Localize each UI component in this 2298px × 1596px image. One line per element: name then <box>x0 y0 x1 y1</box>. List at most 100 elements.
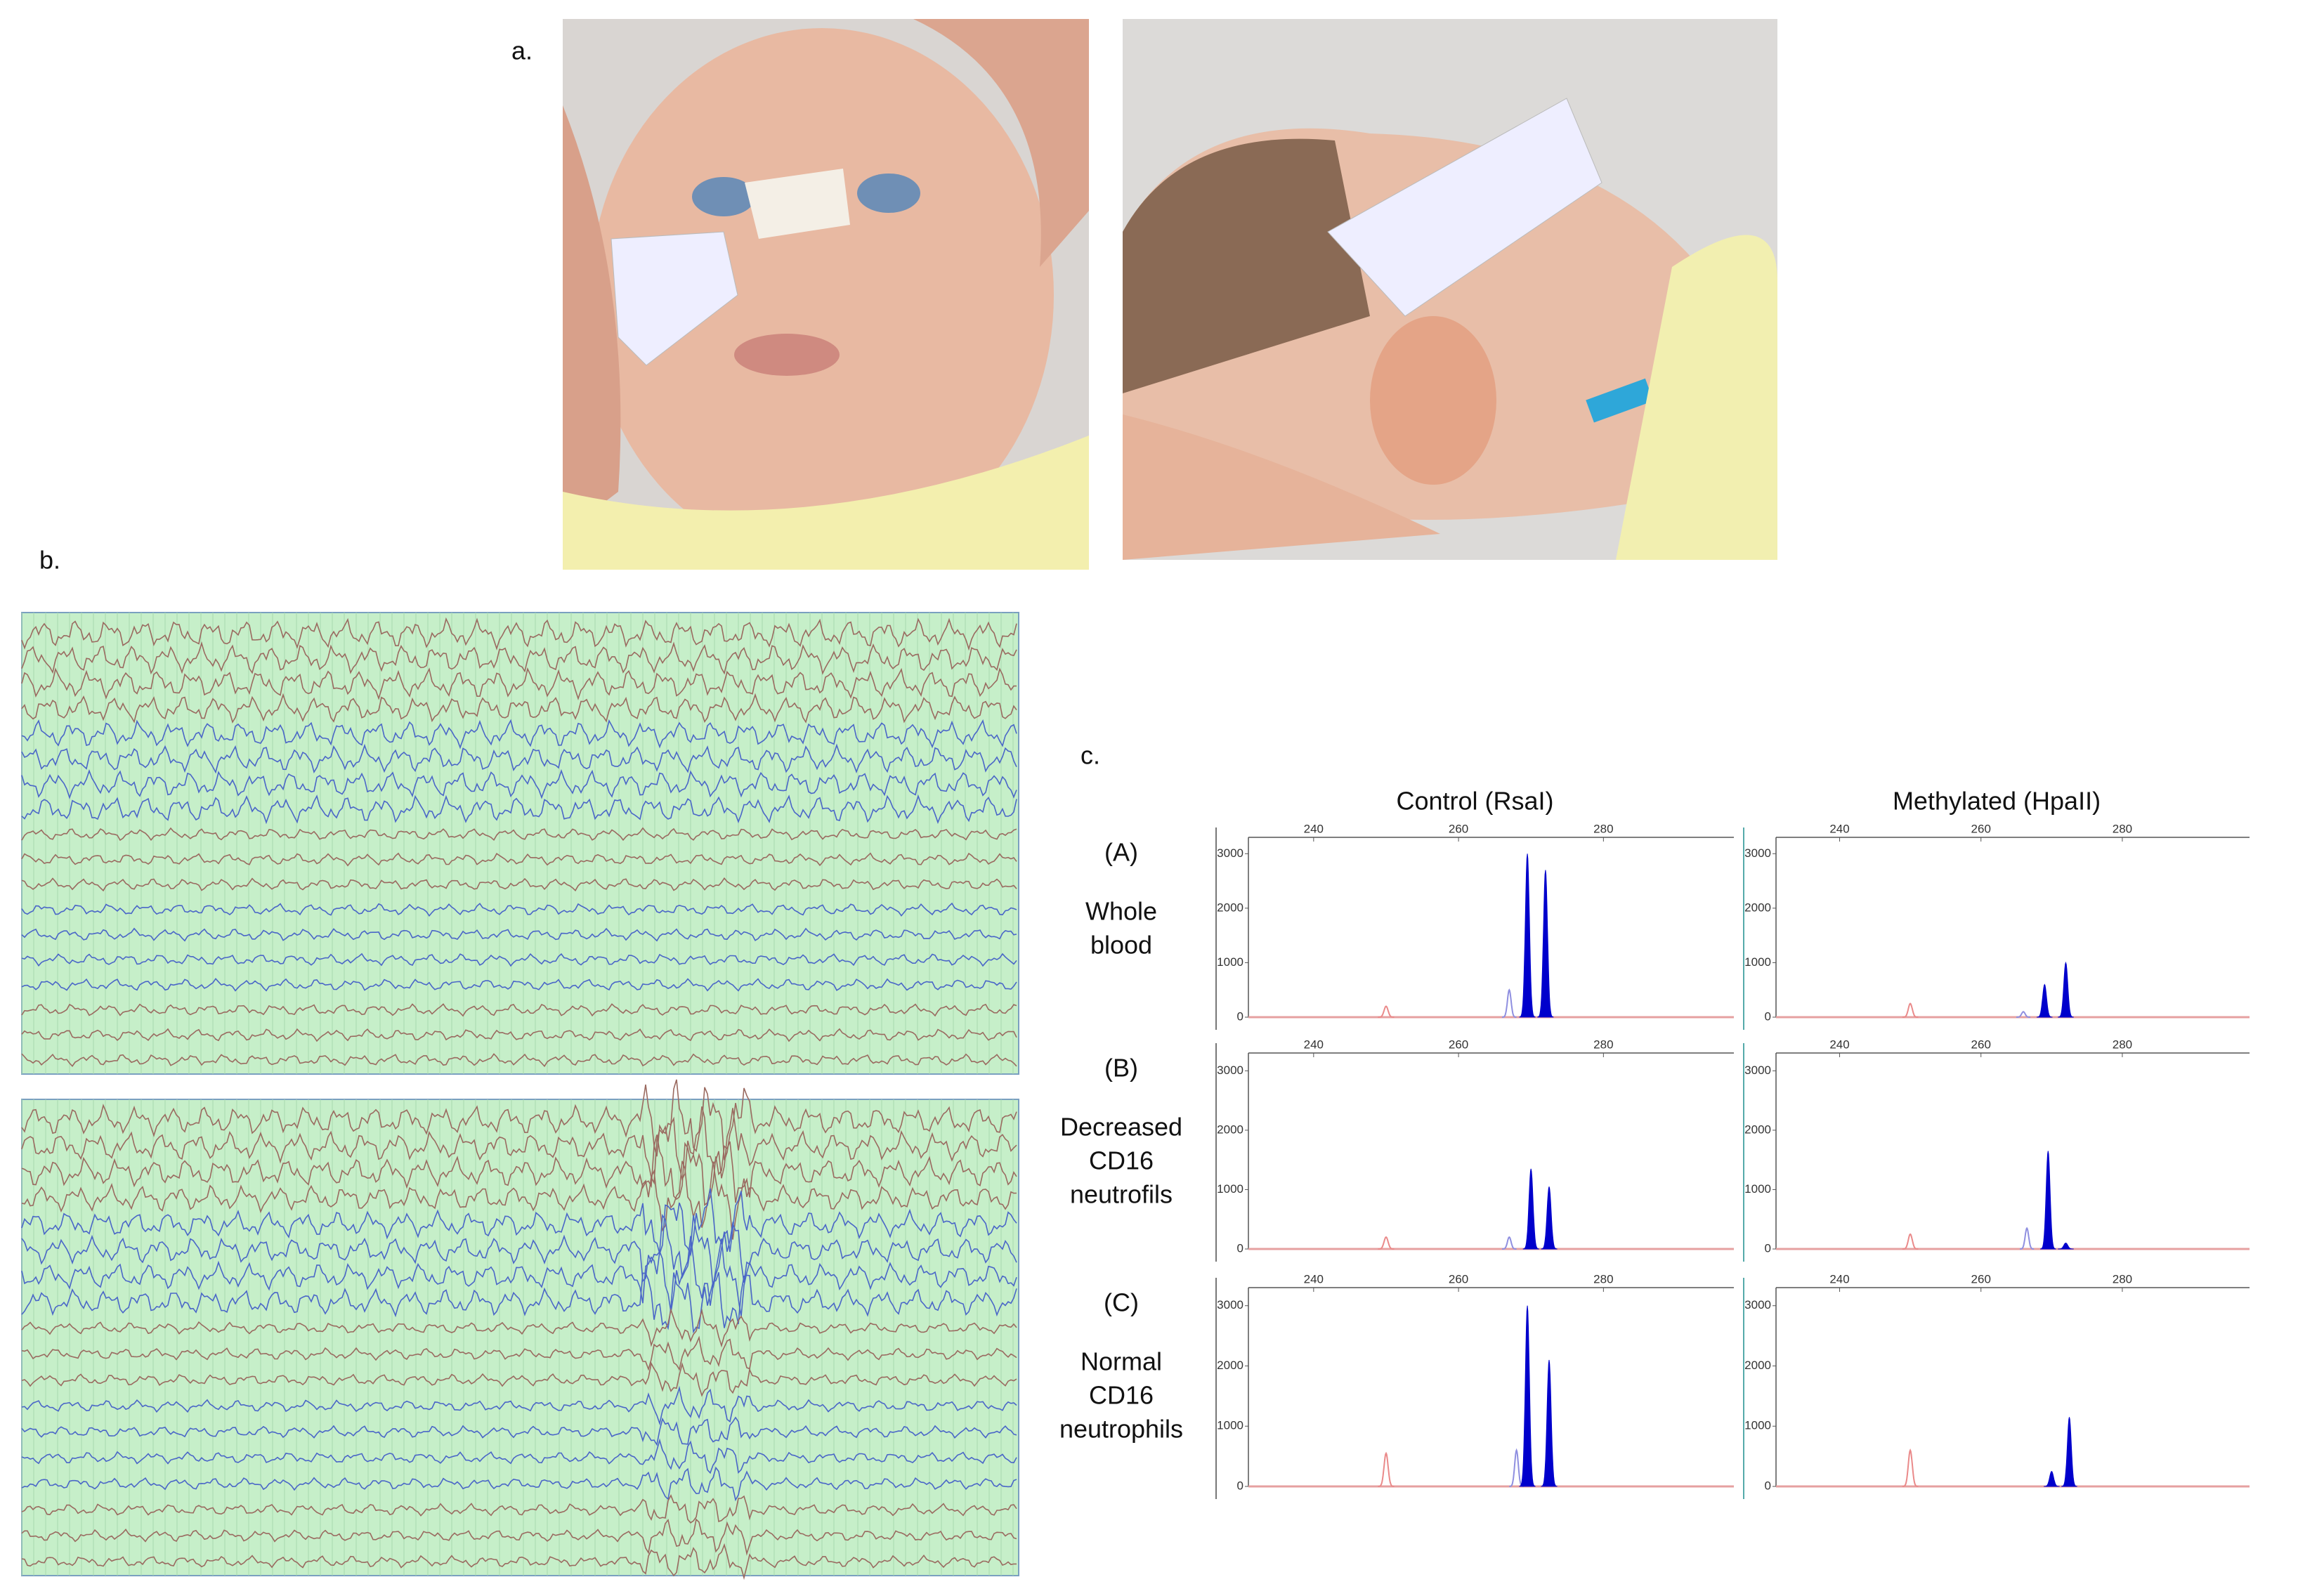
row-tag: (B) <box>1104 1054 1138 1082</box>
eeg-trace <box>21 1385 1017 1426</box>
column-header: Methylated (HpaII) <box>1893 787 2101 816</box>
row-label: neutrofils <box>1070 1180 1173 1209</box>
y-tick-label: 3000 <box>1217 1064 1243 1077</box>
eeg-trace <box>21 877 1017 892</box>
eeg-background <box>21 612 1019 1075</box>
eeg-trace <box>21 953 1017 967</box>
row-label: CD16 <box>1089 1146 1154 1175</box>
eeg-trace <box>21 1003 1017 1017</box>
peak <box>1522 1168 1539 1250</box>
eeg-trace <box>21 1543 1017 1581</box>
peak <box>1541 1359 1558 1487</box>
x-tick-label: 260 <box>1971 1272 1991 1286</box>
eeg-trace <box>21 617 1017 651</box>
y-tick-label: 1000 <box>1744 955 1771 969</box>
peak <box>1378 1005 1395 1018</box>
row-label: CD16 <box>1089 1381 1154 1410</box>
y-tick-label: 1000 <box>1744 1182 1771 1196</box>
y-tick-label: 3000 <box>1744 846 1771 860</box>
peak <box>2016 1011 2031 1018</box>
peak <box>1902 1448 1919 1487</box>
peak <box>1537 870 1554 1018</box>
peak <box>1519 853 1536 1018</box>
peak <box>2058 961 2074 1018</box>
peak <box>1902 1002 1919 1018</box>
eeg-trace <box>21 641 1017 675</box>
eeg-trace <box>21 693 1017 724</box>
eeg-trace <box>21 827 1017 842</box>
y-tick-label: 3000 <box>1744 1298 1771 1312</box>
x-tick-label: 260 <box>1449 1038 1468 1051</box>
y-tick-label: 2000 <box>1744 1123 1771 1136</box>
y-tick-label: 1000 <box>1217 955 1243 969</box>
eeg-trace <box>21 1493 1017 1524</box>
y-tick-label: 0 <box>1765 1479 1771 1492</box>
x-tick-label: 280 <box>2113 1038 2132 1051</box>
x-tick-label: 280 <box>1593 1272 1613 1286</box>
panel-label: c. <box>1081 741 1100 770</box>
y-tick-label: 0 <box>1765 1241 1771 1255</box>
panel-label: b. <box>39 546 60 575</box>
y-tick-label: 1000 <box>1217 1419 1243 1432</box>
peak <box>1502 1236 1517 1250</box>
eeg-trace <box>21 1134 1017 1207</box>
y-tick-label: 3000 <box>1217 846 1243 860</box>
eeg-trace <box>21 1307 1017 1348</box>
y-tick-label: 2000 <box>1744 1359 1771 1372</box>
peak <box>1541 1186 1558 1250</box>
peak <box>2039 1151 2056 1250</box>
panel-label: a. <box>511 37 533 65</box>
eeg-trace <box>21 1028 1017 1042</box>
eeg-grid <box>21 613 1014 1074</box>
peak <box>1902 1233 1919 1250</box>
y-tick-label: 1000 <box>1744 1419 1771 1432</box>
eeg-trace <box>21 1518 1017 1556</box>
row-label: Decreased <box>1060 1113 1182 1142</box>
peak <box>2044 1470 2060 1487</box>
y-tick-label: 2000 <box>1217 1123 1243 1136</box>
electropherograms: 240 260 280 0 1000 2000 3000 240 260 280 0 1000 2000… <box>1215 822 2250 1499</box>
x-tick-label: 240 <box>1304 1272 1324 1286</box>
eeg-trace <box>21 1106 1017 1185</box>
eeg-trace <box>21 852 1017 867</box>
eeg-trace <box>21 768 1017 799</box>
eeg-background <box>21 1099 1019 1576</box>
y-tick-label: 2000 <box>1217 901 1243 914</box>
eeg-trace <box>21 1438 1017 1474</box>
eeg <box>21 612 1019 1581</box>
x-tick-label: 260 <box>1449 822 1468 835</box>
peak <box>2020 1227 2035 1250</box>
eeg-trace <box>21 667 1017 701</box>
x-tick-label: 240 <box>1304 1038 1324 1051</box>
eeg-trace <box>21 1236 1017 1316</box>
eeg-trace <box>21 1160 1017 1240</box>
x-tick-label: 280 <box>1593 1038 1613 1051</box>
row-label: Whole <box>1085 897 1157 926</box>
y-tick-label: 2000 <box>1217 1359 1243 1372</box>
y-tick-label: 1000 <box>1217 1182 1243 1196</box>
x-tick-label: 280 <box>1593 822 1613 835</box>
peak <box>2037 983 2053 1018</box>
eeg-trace <box>21 927 1017 942</box>
eeg-trace <box>21 1416 1017 1446</box>
eeg-grid <box>21 1099 1014 1576</box>
eeg-trace <box>21 1053 1017 1068</box>
eeg-trace <box>21 1188 1017 1257</box>
row-label: blood <box>1090 931 1152 960</box>
x-tick-label: 240 <box>1304 822 1324 835</box>
row-tag: (C) <box>1104 1288 1139 1317</box>
peak <box>1378 1451 1395 1487</box>
eeg-trace <box>21 1335 1017 1371</box>
x-tick-label: 240 <box>1829 1038 1849 1051</box>
eeg-trace <box>21 1079 1017 1160</box>
column-header: Control (RsaI) <box>1396 787 1553 816</box>
row-label: Normal <box>1081 1347 1162 1376</box>
peak <box>1519 1305 1536 1487</box>
y-tick-label: 3000 <box>1217 1298 1243 1312</box>
peak <box>1509 1448 1524 1487</box>
x-tick-label: 280 <box>2113 1272 2132 1286</box>
x-tick-label: 260 <box>1971 822 1991 835</box>
row-tag: (A) <box>1104 838 1138 867</box>
y-tick-label: 0 <box>1765 1009 1771 1023</box>
